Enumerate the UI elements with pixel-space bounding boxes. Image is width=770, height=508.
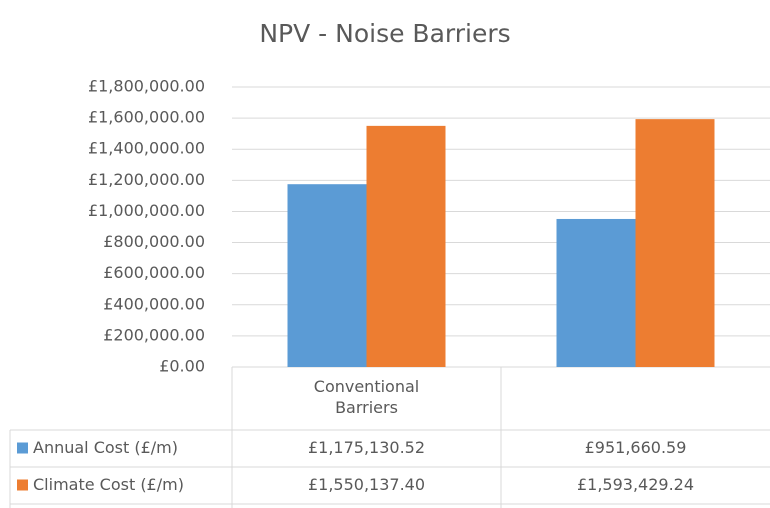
y-tick-label: £600,000.00 [103,263,205,282]
x-tick-label: Conventional Barriers [313,377,420,417]
bar [556,218,636,367]
legend-swatch [17,442,28,454]
y-tick-label: £1,800,000.00 [88,77,205,96]
bar [287,184,367,367]
legend-swatch [17,479,28,491]
y-tick-label: £1,200,000.00 [88,170,205,189]
table-value: £1,175,130.52 [308,438,425,457]
table-value: £951,660.59 [585,438,687,457]
y-tick-label: £400,000.00 [103,294,205,313]
bar [635,119,715,367]
legend-label: Climate Cost (£/m) [33,475,184,494]
y-tick-label: £0.00 [159,357,205,376]
table-value: £1,550,137.40 [308,475,425,494]
y-tick-label: £1,400,000.00 [88,139,205,158]
y-tick-label: £800,000.00 [103,232,205,251]
y-tick-label: £200,000.00 [103,325,205,344]
chart-title: NPV - Noise Barriers [259,19,510,48]
table-value: £1,593,429.24 [577,475,694,494]
bar [366,125,446,367]
y-tick-label: £1,000,000.00 [88,201,205,220]
legend-label: Annual Cost (£/m) [33,438,178,457]
y-tick-label: £1,600,000.00 [88,108,205,127]
